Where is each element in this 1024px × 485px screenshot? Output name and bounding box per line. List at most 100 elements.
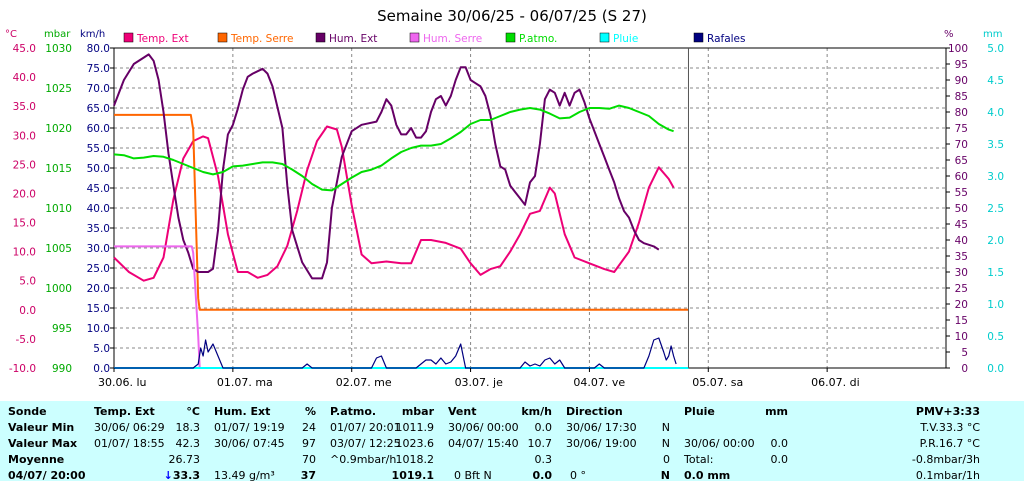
col-rain: Pluie mm 30/06/ 00:00 0.0 Total: 0.0 0.0 mm — [684, 401, 789, 482]
rain-tick-label: 2.5 — [987, 203, 1004, 215]
label-sonde: Sonde — [8, 405, 47, 418]
rain-tick-label: 1.0 — [987, 299, 1004, 311]
temp-tick-label: 30.0 — [13, 130, 36, 142]
wind-tick-label: 5.0 — [93, 343, 110, 355]
pressure-unit: mbar — [44, 29, 71, 40]
rain-total-val: 0.0 — [770, 453, 789, 466]
rain-title: Pluie — [684, 405, 715, 418]
legend-temp-serre-swatch — [217, 32, 228, 43]
temp-tick-label: 5.0 — [19, 276, 36, 288]
x-tick-label: 05.07. sa — [692, 376, 743, 389]
x-tick-label: 30.06. lu — [98, 376, 147, 389]
hum-avg: 70 — [302, 453, 316, 466]
col-labels: Sonde Valeur Min Valeur Max Moyenne 04/0… — [8, 401, 90, 482]
rain-tick-label: 1.5 — [987, 267, 1004, 279]
rain-tick-label: 0.5 — [987, 331, 1004, 343]
humidity-tick-label: 65 — [955, 155, 968, 167]
pmv-line4: 0.1mbar/1h — [915, 469, 980, 482]
wind-tick-label: 25.0 — [87, 263, 110, 275]
rain-tick-label: 3.0 — [987, 171, 1004, 183]
press-min-val: 1011.9 — [395, 421, 435, 434]
humidity-tick-label: 30 — [955, 267, 968, 279]
temp-max-val: 42.3 — [175, 437, 201, 450]
temp-tick-label: 45.0 — [13, 43, 36, 55]
press-max-val: 1023.6 — [395, 437, 435, 450]
wind-tick-label: 65.0 — [87, 103, 110, 115]
wind-max-date: 04/07/ 15:40 — [448, 437, 519, 450]
series-lines — [113, 53, 689, 369]
temp-tick-label: 15.0 — [13, 218, 36, 230]
temp-unit-label: °C — [186, 405, 200, 418]
axes-ticks: 45.0 40.0 35.0 30.0 25.0 20.0 15.0 10.0 5.0 0.0 -5… — [9, 43, 1004, 375]
wind-tick-label: 60.0 — [87, 123, 110, 135]
chart-legend: Temp. Ext Temp. Serre Hum. Ext Hum. Serre P.… — [123, 32, 745, 45]
humidity-tick-label: 50 — [955, 203, 968, 215]
wind-tick-label: 20.0 — [87, 283, 110, 295]
rain-unit-label: mm — [765, 405, 788, 418]
temp-tick-label: 40.0 — [13, 72, 36, 84]
temp-tick-label: 35.0 — [13, 101, 36, 113]
col-press: P.atmo. mbar 01/07/ 20:01 1011.9 03/07/ 12… — [330, 401, 435, 482]
humidity-tick-label: 35 — [955, 251, 968, 263]
pmv-line3: -0.8mbar/3h — [911, 453, 980, 466]
chart-grid — [114, 48, 946, 368]
humidity-tick-label: 10 — [955, 331, 968, 343]
humidity-tick-label: 55 — [955, 187, 968, 199]
label-date: 04/07/ 20:00 — [8, 469, 86, 482]
legend-pluie-swatch — [599, 32, 610, 43]
humidity-tick-label: 25 — [955, 283, 968, 295]
chart-title: Semaine 30/06/25 - 06/07/25 (S 27) — [377, 7, 647, 25]
press-title: P.atmo. — [330, 405, 377, 418]
rain-tick-label: 3.5 — [987, 139, 1004, 151]
temp-now: 33.3 — [172, 469, 200, 482]
temp-title: Temp. Ext — [94, 405, 155, 418]
wind-avg: 0.3 — [534, 453, 553, 466]
label-avg: Moyenne — [8, 453, 65, 466]
temp-avg: 26.73 — [168, 453, 201, 466]
temp-tick-label: -10.0 — [9, 363, 36, 375]
pmv-title: PMV+3:33 — [915, 405, 980, 418]
humidity-tick-label: 100 — [948, 43, 968, 55]
label-max: Valeur Max — [8, 437, 78, 450]
humidity-tick-label: 95 — [955, 59, 968, 71]
pressure-tick-label: 1020 — [45, 123, 72, 135]
temp-max-date: 01/07/ 18:55 — [94, 437, 165, 450]
pressure-tick-label: 1025 — [45, 83, 72, 95]
dir-max-date: 30/06/ 19:00 — [566, 437, 637, 450]
press-trend: ^0.9mbar/h — [330, 453, 397, 466]
wind-tick-label: 70.0 — [87, 83, 110, 95]
legend-temp-ext-label: Temp. Ext — [136, 33, 189, 45]
pressure-tick-label: 1015 — [45, 163, 72, 175]
wind-unit-label: km/h — [521, 405, 552, 418]
wind-min-date: 30/06/ 00:00 — [448, 421, 519, 434]
pressure-tick-label: 995 — [52, 323, 72, 335]
wind-unit: km/h — [80, 29, 105, 40]
label-min: Valeur Min — [8, 421, 75, 434]
wind-now: 0.0 — [532, 469, 553, 482]
x-tick-label: 04.07. ve — [573, 376, 625, 389]
wind-tick-label: 15.0 — [87, 303, 110, 315]
pressure-tick-label: 1010 — [45, 203, 72, 215]
rain-max-val: 0.0 — [770, 437, 789, 450]
press-min-date: 01/07/ 20:01 — [330, 421, 401, 434]
humidity-tick-label: 80 — [955, 107, 968, 119]
legend-rafales-label: Rafales — [707, 33, 745, 45]
legend-hum-serre-swatch — [409, 32, 420, 43]
col-temp: Temp. Ext °C 30/06/ 06:29 18.3 01/07/ 18:5… — [94, 401, 201, 482]
rain-max-date: 30/06/ 00:00 — [684, 437, 755, 450]
legend-p-atmo-label: P.atmo. — [519, 33, 557, 45]
wind-tick-label: 45.0 — [87, 183, 110, 195]
rain-now: 0.0 mm — [684, 469, 731, 482]
wind-bft: 0 Bft N — [454, 469, 492, 482]
wind-tick-label: 10.0 — [87, 323, 110, 335]
summary-panel: Sonde Valeur Min Valeur Max Moyenne 04/0… — [0, 401, 1024, 482]
humidity-tick-label: 40 — [955, 235, 968, 247]
legend-p-atmo-swatch — [505, 32, 516, 43]
wind-tick-label: 0.0 — [93, 363, 110, 375]
pressure-tick-label: 1030 — [45, 43, 72, 55]
humidity-tick-label: 45 — [955, 219, 968, 231]
hum-abs: 13.49 g/m³ — [214, 469, 275, 482]
press-unit-label: mbar — [401, 405, 434, 418]
humidity-tick-label: 75 — [955, 123, 968, 135]
col-wind: Vent km/h 30/06/ 00:00 0.0 04/07/ 15:40 10.… — [448, 401, 553, 482]
